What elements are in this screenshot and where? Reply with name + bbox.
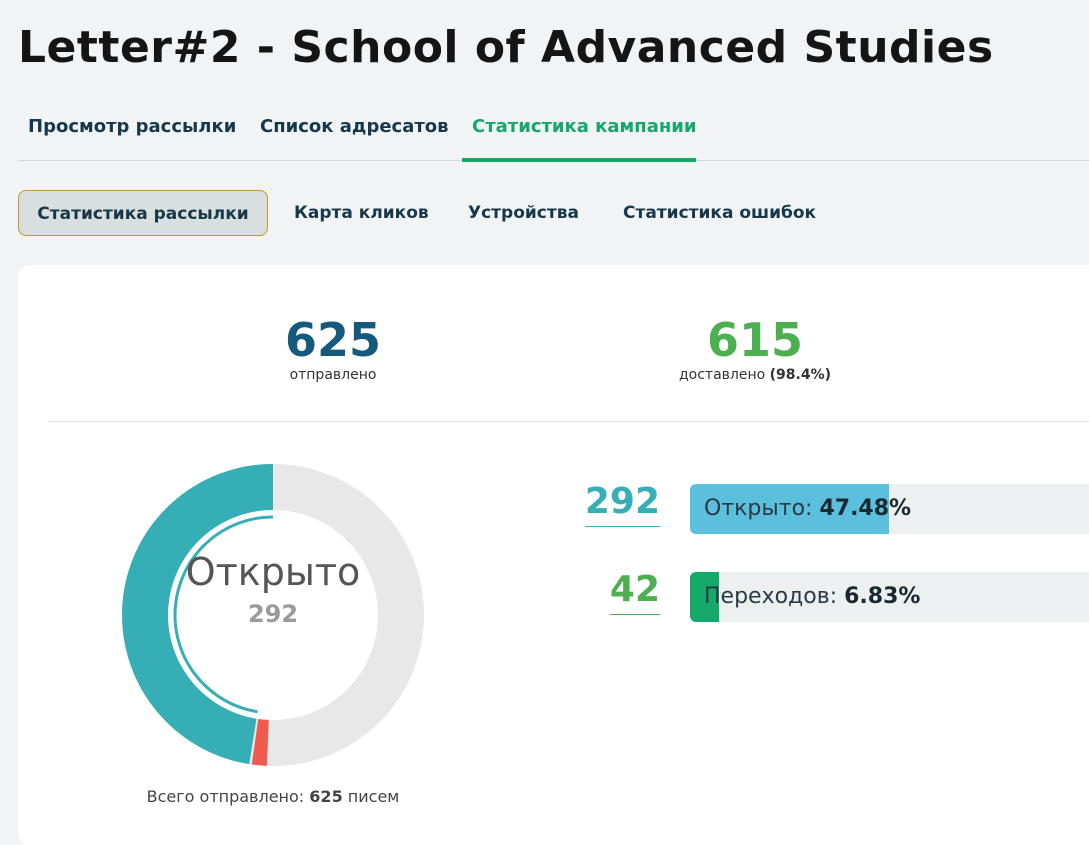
delivered-percent: (98.4%)	[769, 367, 832, 383]
opened-bar-text: Открыто: 47.48%	[704, 484, 911, 534]
active-tab-indicator	[462, 158, 696, 162]
divider	[48, 421, 1089, 422]
subtab-click-map[interactable]: Карта кликов	[294, 203, 429, 223]
opened-count-link[interactable]: 292	[580, 481, 660, 527]
donut-label: Открыто	[185, 550, 361, 594]
opened-bar-fill	[690, 484, 890, 534]
page-title: Letter#2 - School of Advanced Studies	[18, 22, 994, 73]
clicks-count[interactable]: 42	[609, 569, 660, 615]
subtab-error-stats[interactable]: Статистика ошибок	[623, 203, 817, 223]
clicks-bar-text: Переходов: 6.83%	[704, 572, 920, 622]
clicks-bar: Переходов: 6.83%	[690, 572, 1089, 622]
total-value: 625	[309, 787, 343, 806]
opened-donut-chart: Открыто 292	[108, 450, 438, 780]
donut-segment-failed[interactable]	[251, 718, 270, 766]
sent-count: 625	[284, 313, 382, 367]
sent-label: отправлено	[289, 367, 377, 383]
campaign-tabs: Просмотр рассылки Список адресатов Стати…	[18, 100, 1089, 162]
donut-segment-opened[interactable]	[122, 464, 274, 765]
donut-svg	[122, 464, 424, 766]
total-suffix: писем	[347, 787, 400, 806]
delivered-count: 615	[706, 313, 804, 367]
opened-count[interactable]: 292	[584, 481, 660, 527]
sent-stat: 625 отправлено	[233, 313, 433, 383]
donut-value: 292	[247, 600, 299, 628]
tab-campaign-stats[interactable]: Статистика кампании	[472, 116, 697, 137]
clicks-bar-label: Переходов:	[704, 584, 838, 609]
opened-bar-percent: 47.48%	[819, 496, 912, 521]
opened-bar-label: Открыто:	[704, 496, 813, 521]
clicks-bar-fill	[690, 572, 719, 622]
delivered-label-row: доставлено (98.4%)	[630, 367, 880, 383]
donut-inner-highlight	[173, 515, 274, 714]
total-prefix: Всего отправлено:	[146, 787, 305, 806]
tab-recipients[interactable]: Список адресатов	[260, 116, 449, 137]
clicks-count-link[interactable]: 42	[580, 569, 660, 615]
delivered-stat: 615 доставлено (98.4%)	[630, 313, 880, 383]
subtab-mailing-stats[interactable]: Статистика рассылки	[18, 190, 268, 236]
tab-preview[interactable]: Просмотр рассылки	[28, 116, 237, 137]
subtab-devices[interactable]: Устройства	[468, 203, 579, 223]
clicks-bar-percent: 6.83%	[844, 584, 921, 609]
delivered-label: доставлено	[678, 367, 766, 383]
stats-card: 625 отправлено 615 доставлено (98.4%) От…	[18, 265, 1089, 845]
total-sent: Всего отправлено: 625 писем	[108, 787, 438, 806]
opened-bar: Открыто: 47.48%	[690, 484, 1089, 534]
donut-center: Открыто 292	[108, 550, 438, 628]
